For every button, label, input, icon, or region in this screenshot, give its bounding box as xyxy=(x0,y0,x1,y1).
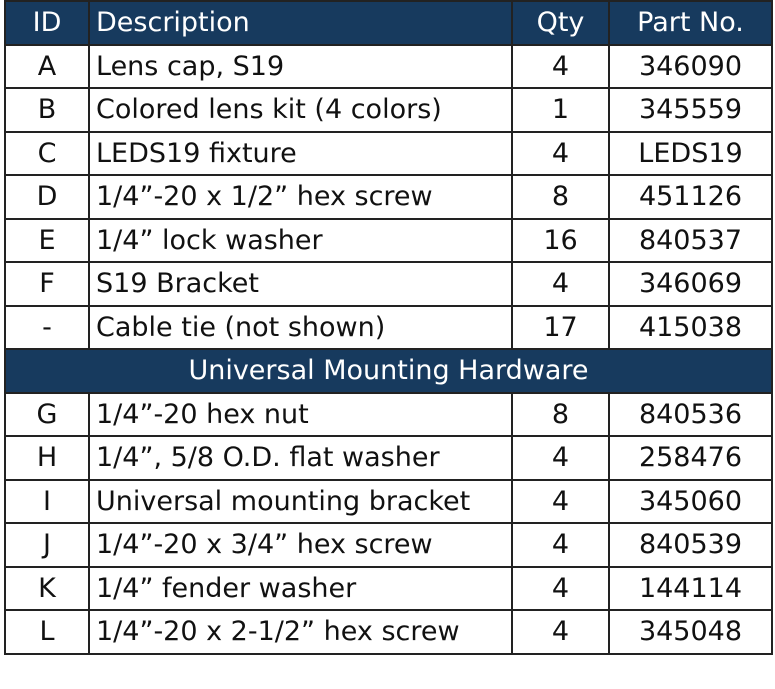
cell-id: K xyxy=(4,565,90,611)
column-header-id: ID xyxy=(4,0,90,46)
cell-description: Cable tie (not shown) xyxy=(88,304,513,350)
table-row: K 1/4” fender washer 4 144114 xyxy=(4,565,773,611)
table-row: G 1/4”-20 hex nut 8 840536 xyxy=(4,391,773,437)
table-row: J 1/4”-20 x 3/4” hex screw 4 840539 xyxy=(4,522,773,568)
table-row: D 1/4”-20 x 1/2” hex screw 8 451126 xyxy=(4,174,773,220)
section-title: Universal Mounting Hardware xyxy=(4,348,773,394)
column-header-description: Description xyxy=(88,0,513,46)
cell-part-no: 144114 xyxy=(608,565,773,611)
cell-id: - xyxy=(4,304,90,350)
table-body: A Lens cap, S19 4 346090 B Colored lens kit (… xyxy=(4,43,773,655)
cell-qty: 4 xyxy=(511,261,610,307)
cell-part-no: LEDS19 xyxy=(608,130,773,176)
cell-id: L xyxy=(4,609,90,655)
column-header-qty: Qty xyxy=(511,0,610,46)
cell-id: H xyxy=(4,435,90,481)
cell-description: 1/4”-20 x 2-1/2” hex screw xyxy=(88,609,513,655)
cell-description: LEDS19 fixture xyxy=(88,130,513,176)
cell-qty: 1 xyxy=(511,87,610,133)
table-row: B Colored lens kit (4 colors) 1 345559 xyxy=(4,87,773,133)
table-row: H 1/4”, 5/8 O.D. flat washer 4 258476 xyxy=(4,435,773,481)
cell-part-no: 840537 xyxy=(608,217,773,263)
table-row: E 1/4” lock washer 16 840537 xyxy=(4,217,773,263)
cell-description: 1/4”, 5/8 O.D. flat washer xyxy=(88,435,513,481)
cell-qty: 4 xyxy=(511,522,610,568)
cell-qty: 8 xyxy=(511,391,610,437)
cell-description: Lens cap, S19 xyxy=(88,43,513,89)
section-header-row: Universal Mounting Hardware xyxy=(4,348,773,394)
cell-id: A xyxy=(4,43,90,89)
cell-part-no: 258476 xyxy=(608,435,773,481)
cell-id: C xyxy=(4,130,90,176)
cell-qty: 16 xyxy=(511,217,610,263)
cell-qty: 8 xyxy=(511,174,610,220)
cell-id: E xyxy=(4,217,90,263)
cell-description: 1/4”-20 hex nut xyxy=(88,391,513,437)
cell-id: B xyxy=(4,87,90,133)
cell-description: Universal mounting bracket xyxy=(88,478,513,524)
cell-id: F xyxy=(4,261,90,307)
cell-part-no: 415038 xyxy=(608,304,773,350)
cell-part-no: 451126 xyxy=(608,174,773,220)
table-row: I Universal mounting bracket 4 345060 xyxy=(4,478,773,524)
cell-description: S19 Bracket xyxy=(88,261,513,307)
table-row: C LEDS19 fixture 4 LEDS19 xyxy=(4,130,773,176)
table-row: F S19 Bracket 4 346069 xyxy=(4,261,773,307)
cell-part-no: 345048 xyxy=(608,609,773,655)
cell-description: 1/4” fender washer xyxy=(88,565,513,611)
cell-description: 1/4”-20 x 3/4” hex screw xyxy=(88,522,513,568)
cell-part-no: 345559 xyxy=(608,87,773,133)
cell-id: I xyxy=(4,478,90,524)
cell-part-no: 345060 xyxy=(608,478,773,524)
cell-id: D xyxy=(4,174,90,220)
cell-description: Colored lens kit (4 colors) xyxy=(88,87,513,133)
cell-description: 1/4”-20 x 1/2” hex screw xyxy=(88,174,513,220)
cell-qty: 4 xyxy=(511,478,610,524)
cell-part-no: 840539 xyxy=(608,522,773,568)
cell-description: 1/4” lock washer xyxy=(88,217,513,263)
cell-qty: 4 xyxy=(511,43,610,89)
table-row: A Lens cap, S19 4 346090 xyxy=(4,43,773,89)
cell-part-no: 346069 xyxy=(608,261,773,307)
cell-id: G xyxy=(4,391,90,437)
cell-part-no: 840536 xyxy=(608,391,773,437)
cell-part-no: 346090 xyxy=(608,43,773,89)
cell-qty: 4 xyxy=(511,435,610,481)
table-header-row: ID Description Qty Part No. xyxy=(4,0,773,46)
cell-qty: 4 xyxy=(511,609,610,655)
cell-qty: 4 xyxy=(511,130,610,176)
parts-table: ID Description Qty Part No. A Lens cap, S… xyxy=(4,0,773,655)
cell-id: J xyxy=(4,522,90,568)
column-header-part-no: Part No. xyxy=(608,0,773,46)
cell-qty: 17 xyxy=(511,304,610,350)
cell-qty: 4 xyxy=(511,565,610,611)
table-row: - Cable tie (not shown) 17 415038 xyxy=(4,304,773,350)
table-row: L 1/4”-20 x 2-1/2” hex screw 4 345048 xyxy=(4,609,773,655)
